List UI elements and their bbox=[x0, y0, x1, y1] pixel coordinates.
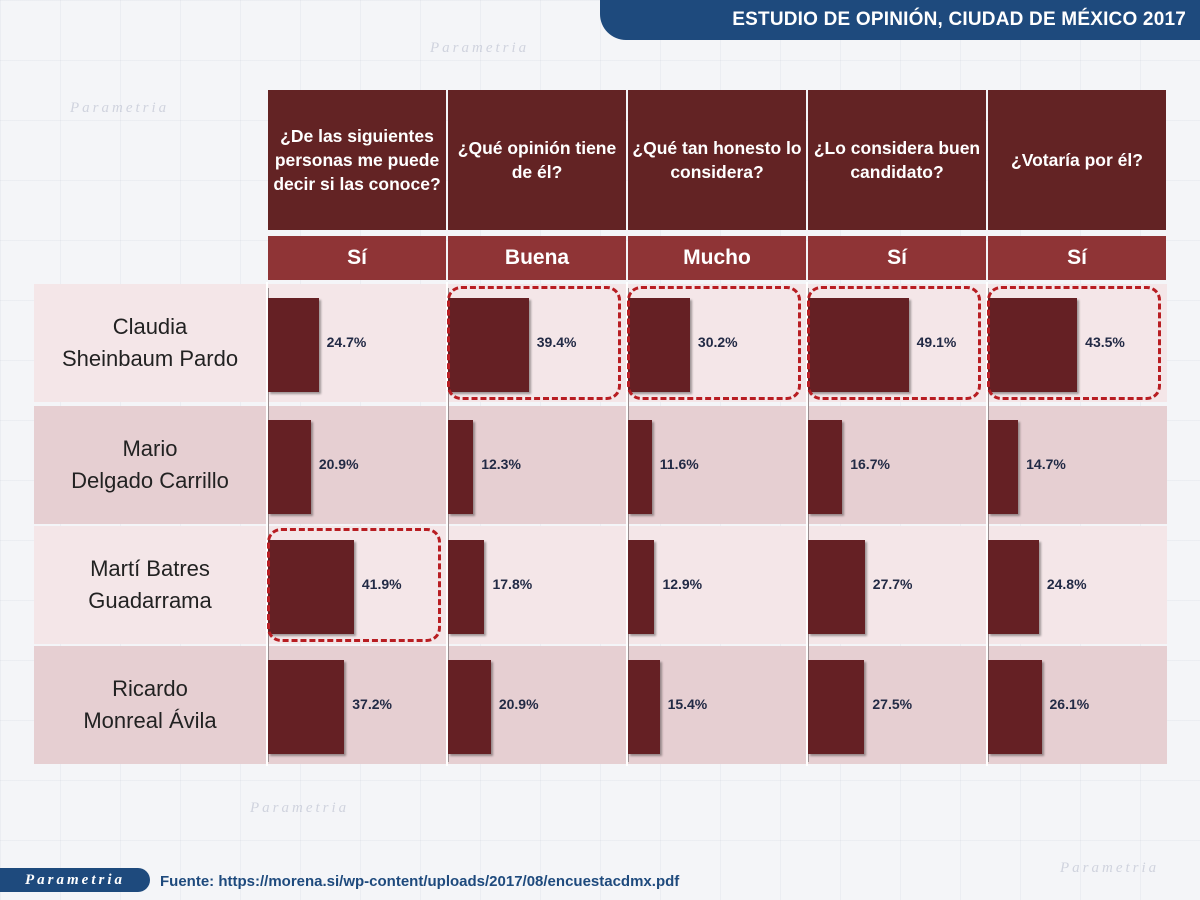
answer-header: Sí bbox=[808, 236, 986, 280]
bar bbox=[988, 420, 1019, 514]
highlight-box bbox=[987, 286, 1161, 400]
data-label: 14.7% bbox=[1026, 456, 1066, 472]
bar bbox=[268, 540, 354, 634]
bar bbox=[628, 660, 660, 754]
watermark: Parametria bbox=[70, 100, 170, 116]
bar bbox=[448, 540, 485, 634]
bar bbox=[628, 298, 690, 392]
data-label: 41.9% bbox=[361, 576, 402, 592]
answer-header: Sí bbox=[988, 236, 1166, 280]
bar bbox=[808, 420, 843, 514]
data-label: 49.1% bbox=[916, 334, 957, 350]
bar bbox=[808, 540, 865, 634]
data-label: 26.1% bbox=[1049, 696, 1090, 712]
column-divider bbox=[446, 282, 448, 766]
data-label: 27.5% bbox=[872, 696, 913, 712]
candidate-name: Mario Delgado Carrillo bbox=[71, 436, 229, 493]
axis-line bbox=[988, 288, 989, 762]
data-label: 27.7% bbox=[872, 576, 913, 592]
bar bbox=[988, 298, 1078, 392]
bar bbox=[448, 298, 529, 392]
table-row bbox=[34, 526, 1167, 644]
data-label: 24.8% bbox=[1046, 576, 1087, 592]
parametria-logo: Parametria bbox=[0, 868, 150, 892]
axis-line bbox=[628, 288, 629, 762]
bar bbox=[988, 540, 1039, 634]
axis-line bbox=[448, 288, 449, 762]
data-label: 12.9% bbox=[662, 576, 703, 592]
data-label: 30.2% bbox=[697, 334, 738, 350]
candidate-name: Martí Batres Guadarrama bbox=[88, 556, 212, 613]
bar bbox=[268, 420, 311, 514]
data-label: 20.9% bbox=[318, 456, 359, 472]
highlight-box bbox=[627, 286, 801, 400]
header-banner: ESTUDIO DE OPINIÓN, CIUDAD DE MÉXICO 201… bbox=[600, 0, 1200, 40]
data-label: 39.4% bbox=[536, 334, 577, 350]
data-label: 12.3% bbox=[481, 456, 521, 472]
column-divider bbox=[806, 282, 808, 766]
bar bbox=[268, 298, 319, 392]
highlight-box bbox=[447, 286, 621, 400]
column-divider bbox=[986, 282, 988, 766]
source-note: Fuente: https://morena.si/wp-content/upl… bbox=[160, 873, 680, 890]
data-label: 11.6% bbox=[659, 456, 699, 472]
bar bbox=[268, 660, 345, 754]
answer-header: Buena bbox=[448, 236, 626, 280]
question-header: ¿De las siguientes personas me puede dec… bbox=[268, 90, 446, 230]
page-title: ESTUDIO DE OPINIÓN, CIUDAD DE MÉXICO 201… bbox=[732, 9, 1186, 30]
watermark: Parametria bbox=[250, 800, 350, 816]
question-header: ¿Qué opinión tiene de él? bbox=[448, 90, 626, 230]
column-divider bbox=[266, 282, 268, 766]
data-label: 43.5% bbox=[1085, 334, 1125, 350]
table-row bbox=[34, 646, 1167, 764]
answer-header: Sí bbox=[268, 236, 446, 280]
bar bbox=[628, 540, 655, 634]
bar bbox=[448, 660, 491, 754]
bar bbox=[808, 298, 909, 392]
data-label: 15.4% bbox=[667, 696, 708, 712]
data-label: 20.9% bbox=[498, 696, 539, 712]
candidate-name: Ricardo Monreal Ávila bbox=[83, 676, 217, 733]
data-label: 17.8% bbox=[492, 576, 533, 592]
axis-line bbox=[808, 288, 809, 762]
table-row bbox=[34, 406, 1167, 524]
data-label: 37.2% bbox=[352, 696, 392, 712]
bar bbox=[628, 420, 652, 514]
data-label: 16.7% bbox=[850, 456, 890, 472]
question-header: ¿Votaría por él? bbox=[988, 90, 1166, 230]
highlight-box bbox=[267, 528, 441, 642]
candidate-name: Claudia Sheinbaum Pardo bbox=[61, 314, 239, 371]
column-divider bbox=[626, 282, 628, 766]
highlight-box bbox=[807, 286, 981, 400]
question-header: ¿Lo considera buen candidato? bbox=[808, 90, 986, 230]
answer-header: Mucho bbox=[628, 236, 806, 280]
data-label: 24.7% bbox=[326, 334, 367, 350]
bar bbox=[988, 660, 1042, 754]
bar bbox=[448, 420, 474, 514]
brand-name: Parametria bbox=[25, 871, 125, 888]
watermark: Parametria bbox=[1060, 860, 1160, 876]
bar bbox=[808, 660, 865, 754]
question-header: ¿Qué tan honesto lo considera? bbox=[628, 90, 806, 230]
watermark: Parametria bbox=[430, 40, 530, 56]
axis-line bbox=[268, 288, 269, 762]
